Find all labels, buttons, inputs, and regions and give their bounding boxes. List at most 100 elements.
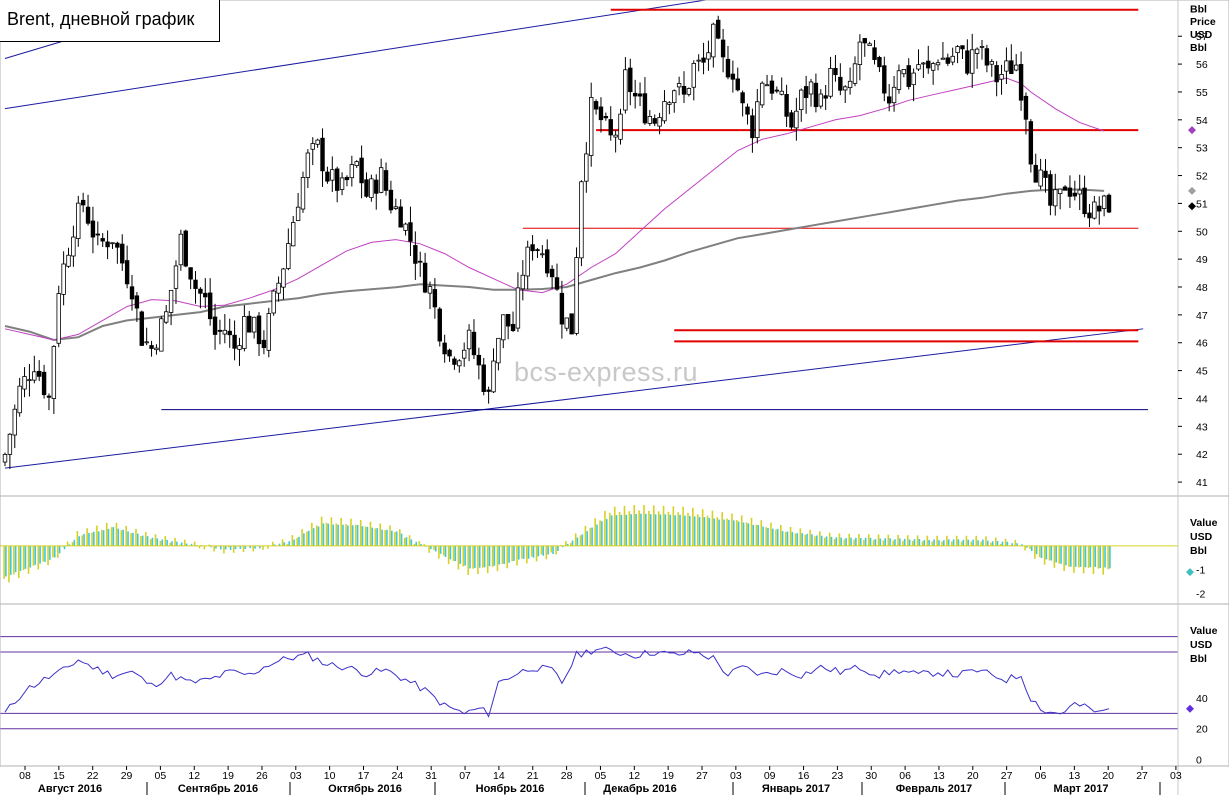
price-tick-label: 42: [1196, 449, 1208, 461]
candle-body: [227, 330, 232, 336]
candle-body: [979, 45, 985, 48]
rsi-marker: [1186, 704, 1194, 713]
candle-body: [105, 241, 110, 248]
candle-body: [447, 349, 452, 357]
candle-body: [1077, 189, 1082, 195]
trend-line-1: [4, 0, 710, 110]
candle-body: [442, 342, 447, 355]
candle-body: [374, 179, 379, 194]
pane-frame-2: [0, 603, 1229, 767]
candle-body: [642, 93, 648, 124]
rsi-tick-label: 40: [1196, 693, 1208, 705]
candle-body: [735, 78, 740, 91]
candle-body: [706, 52, 711, 60]
month-label: Октябрь 2016: [328, 783, 402, 795]
candle-body: [984, 48, 990, 66]
candle-body: [970, 49, 975, 74]
candle-body: [276, 282, 281, 294]
x-tick-label: 26: [256, 770, 268, 782]
price-tick-label: 43: [1196, 421, 1208, 433]
x-tick-label: 06: [1035, 770, 1047, 782]
candle-body: [12, 408, 17, 436]
candle-body: [711, 23, 716, 58]
trend-line-0: [4, 328, 1144, 469]
candle-body: [540, 253, 545, 256]
candle-body: [1013, 64, 1019, 71]
x-tick-label: 15: [53, 770, 65, 782]
x-tick-label: 03: [290, 770, 302, 782]
candle-body: [403, 223, 408, 231]
candle-body: [740, 92, 745, 104]
x-tick-label: 12: [628, 770, 640, 782]
candle-body: [349, 164, 355, 179]
rsi-axis-label: Value: [1190, 625, 1218, 637]
candle-body: [76, 202, 81, 239]
candle-body: [256, 315, 262, 345]
candle-body: [168, 289, 174, 313]
rsi-tick-label: 20: [1196, 724, 1208, 736]
candle-body: [1028, 121, 1034, 165]
x-tick-label: 27: [696, 770, 708, 782]
candle-body: [686, 88, 692, 95]
candle-body: [427, 286, 433, 294]
candle-body: [696, 59, 701, 62]
candle-body: [955, 46, 960, 54]
candle-body: [330, 169, 335, 181]
candle-body: [1106, 194, 1112, 213]
candle-body: [1018, 64, 1024, 101]
candle-body: [530, 244, 535, 252]
candle-body: [124, 260, 130, 285]
rsi-axis-label: Bbl: [1190, 653, 1207, 665]
candle-body: [579, 181, 584, 259]
price-tick-label: 53: [1196, 143, 1208, 155]
candle-body: [383, 170, 389, 191]
candle-body: [27, 379, 32, 382]
chart-title: Brent, дневной график: [0, 0, 220, 42]
candle-body: [799, 89, 804, 111]
price-tick-label: 47: [1196, 310, 1208, 322]
rsi-tick-label: 0: [1196, 754, 1202, 766]
price-tick-label: 48: [1196, 282, 1208, 294]
x-tick-label: 23: [832, 770, 844, 782]
candle-body: [833, 67, 838, 76]
candle-body: [17, 385, 22, 414]
candle-body: [1048, 174, 1053, 206]
candle-body: [916, 64, 921, 70]
price-axis-label: USD: [1190, 29, 1213, 41]
candle-body: [1053, 189, 1058, 207]
price-axis-label: Price: [1190, 16, 1216, 28]
x-tick-label: 03: [730, 770, 742, 782]
ma-short-line: [4, 77, 1105, 341]
x-tick-label: 05: [595, 770, 607, 782]
candle-body: [476, 354, 482, 366]
month-label: Ноябрь 2016: [476, 783, 545, 795]
osc-axis-label: Value: [1190, 517, 1218, 529]
candle-body: [398, 206, 403, 228]
candle-body: [310, 143, 315, 150]
candle-body: [803, 86, 809, 98]
candle-body: [46, 395, 52, 398]
candle-body: [725, 58, 731, 78]
candle-body: [745, 106, 750, 115]
month-label: Январь 2017: [762, 783, 830, 795]
candle-body: [901, 69, 907, 75]
candle-body: [325, 171, 330, 182]
rsi-pane: [0, 636, 1178, 730]
price-tick-label: 51: [1196, 198, 1208, 210]
candle-body: [940, 57, 946, 60]
candle-body: [144, 341, 149, 344]
candle-body: [134, 295, 140, 309]
candle-body: [413, 245, 418, 264]
candle-body: [554, 277, 560, 290]
x-tick-label: 20: [1102, 770, 1114, 782]
candle-body: [867, 43, 872, 46]
month-label: Декабрь 2016: [603, 783, 677, 795]
candle-body: [930, 63, 936, 71]
candle-body: [164, 311, 169, 323]
candle-body: [22, 376, 27, 390]
x-tick-label: 06: [899, 770, 911, 782]
price-marker-0: [1188, 126, 1196, 135]
candle-body: [813, 82, 819, 108]
candle-body: [486, 389, 491, 392]
candle-body: [769, 80, 775, 94]
